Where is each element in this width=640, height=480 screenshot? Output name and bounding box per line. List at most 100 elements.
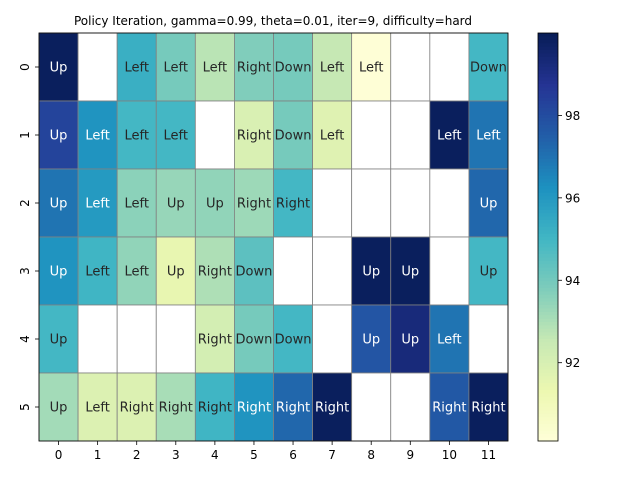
colorbar-segment xyxy=(538,260,558,265)
y-tick-label: 1 xyxy=(18,131,32,139)
cell-action-label: Down xyxy=(470,61,507,76)
colorbar-segment xyxy=(538,141,558,146)
colorbar-tick-label: 92 xyxy=(565,356,580,370)
colorbar-segment xyxy=(538,63,558,68)
heatmap-cell xyxy=(351,372,392,442)
colorbar-segment xyxy=(538,281,558,286)
colorbar-segment xyxy=(538,339,558,343)
colorbar-segment xyxy=(538,175,558,180)
heatmap-cell xyxy=(38,304,79,374)
y-tick-label: 0 xyxy=(18,63,32,71)
cell-action-label: Right xyxy=(432,401,466,416)
colorbar-segment xyxy=(538,43,558,48)
colorbar-segment xyxy=(538,230,558,235)
heatmap-cell xyxy=(194,236,235,306)
colorbar-segment xyxy=(538,172,558,177)
colorbar-segment xyxy=(538,288,558,292)
colorbar-segment xyxy=(538,114,558,119)
heatmap-cell xyxy=(273,372,313,442)
colorbar-segment xyxy=(538,342,558,347)
colorbar-segment xyxy=(538,373,558,377)
colorbar-segment xyxy=(538,250,558,255)
cell-action-label: Up xyxy=(50,333,68,348)
heatmap-cell xyxy=(468,304,509,374)
heatmap-cell xyxy=(194,304,235,374)
heatmap-cell xyxy=(234,100,274,170)
x-axis: 0 1 2 3 4 5 6 7 8 9 10 11 xyxy=(55,441,496,462)
x-tick-label: 5 xyxy=(250,448,258,462)
heatmap-cell xyxy=(390,32,431,102)
cell-action-label: Right xyxy=(237,61,271,76)
colorbar: 92 94 96 98 xyxy=(537,32,580,442)
colorbar-segment xyxy=(538,56,558,61)
colorbar-segment xyxy=(538,189,558,194)
colorbar-segment xyxy=(538,186,558,190)
colorbar-segment xyxy=(538,155,558,160)
cell-action-label: Up xyxy=(362,265,380,280)
cell-action-label: Left xyxy=(437,333,461,348)
cell-action-label: Right xyxy=(237,129,271,144)
colorbar-segment xyxy=(538,430,558,435)
x-tick-label: 10 xyxy=(442,448,457,462)
cell-action-label: Up xyxy=(50,265,68,280)
cell-action-label: Down xyxy=(236,265,273,280)
cell-action-label: Up xyxy=(167,265,185,280)
colorbar-segment xyxy=(538,128,558,133)
colorbar-segment xyxy=(538,60,558,65)
colorbar-segment xyxy=(538,165,558,170)
colorbar-segment xyxy=(538,349,558,354)
colorbar-segment xyxy=(538,417,558,422)
colorbar-segment xyxy=(538,135,558,139)
cell-action-label: Up xyxy=(401,265,419,280)
heatmap-cell xyxy=(38,372,79,442)
cell-action-label: Right xyxy=(159,401,193,416)
colorbar-segment xyxy=(538,94,558,99)
colorbar-segment xyxy=(538,240,558,245)
colorbar-tick-label: 96 xyxy=(565,191,580,205)
colorbar-segment xyxy=(538,196,558,201)
heatmap-cell xyxy=(38,32,79,102)
heatmap-cell xyxy=(429,304,470,374)
colorbar-segment xyxy=(538,203,558,207)
colorbar-segment xyxy=(538,437,558,442)
x-tick-label: 4 xyxy=(211,448,219,462)
y-tick-label: 2 xyxy=(18,199,32,207)
colorbar-segment xyxy=(538,427,558,432)
cell-action-label: Down xyxy=(236,333,273,348)
colorbar-segment xyxy=(538,345,558,350)
colorbar-segment xyxy=(538,107,558,112)
colorbar-segment xyxy=(538,390,558,394)
colorbar-segment xyxy=(538,376,558,381)
colorbar-segment xyxy=(538,254,558,258)
colorbar-segment xyxy=(538,277,558,282)
colorbar-frame xyxy=(537,32,559,442)
heatmap-cell xyxy=(155,372,196,442)
colorbar-segment xyxy=(538,318,558,323)
cell-action-label: Left xyxy=(476,129,500,144)
colorbar-segment xyxy=(538,162,558,167)
x-tick-label: 7 xyxy=(328,448,336,462)
colorbar-segment xyxy=(538,369,558,374)
y-tick-label: 3 xyxy=(18,267,32,275)
colorbar-segment xyxy=(538,308,558,313)
colorbar-segment xyxy=(538,383,558,388)
colorbar-segment xyxy=(538,46,558,51)
cell-action-label: Down xyxy=(275,333,312,348)
colorbar-segment xyxy=(538,359,558,364)
colorbar-segment xyxy=(538,73,558,78)
colorbar-segment xyxy=(538,50,558,54)
cell-action-label: Up xyxy=(50,401,68,416)
colorbar-segment xyxy=(538,90,558,95)
colorbar-segment xyxy=(538,420,558,425)
colorbar-segment xyxy=(538,131,558,136)
colorbar-segment xyxy=(538,264,558,269)
colorbar-segment xyxy=(538,121,558,126)
heatmap-cell xyxy=(312,236,353,306)
colorbar-segment xyxy=(538,362,558,367)
colorbar-segment xyxy=(538,311,558,316)
heatmap-cell xyxy=(38,100,79,170)
colorbar-segment xyxy=(538,407,558,411)
colorbar-segment xyxy=(538,67,558,71)
x-tick-label: 8 xyxy=(367,448,375,462)
